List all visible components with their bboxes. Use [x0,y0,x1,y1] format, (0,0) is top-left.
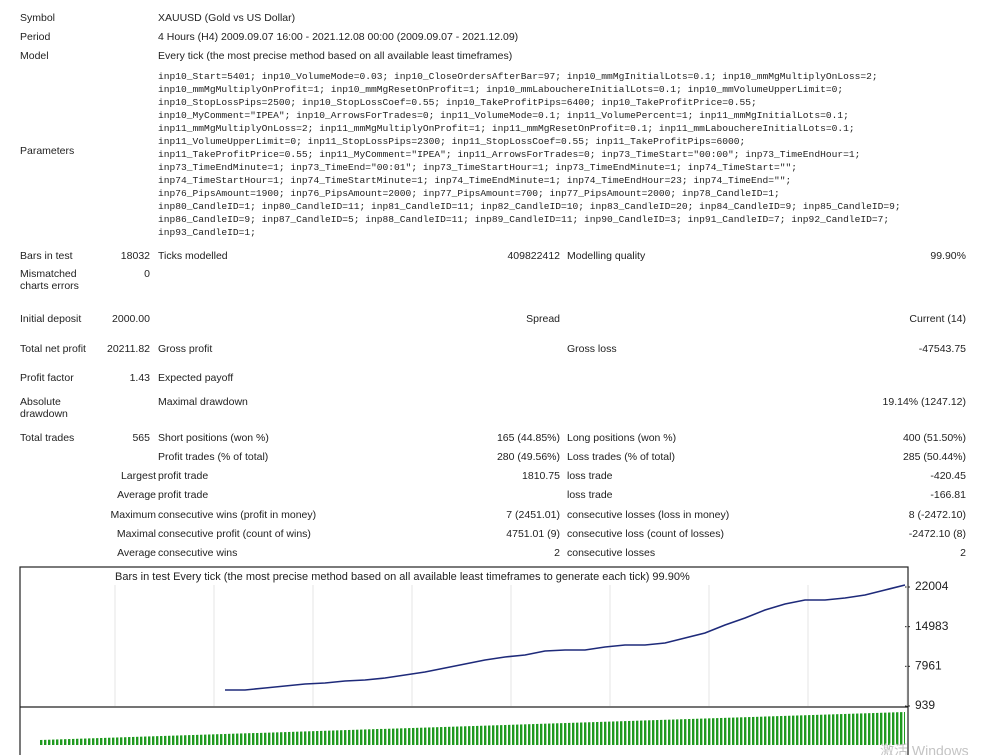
field-label: consecutive profit (count of wins) [158,528,311,540]
field-value: 7 (2451.01) [506,509,560,521]
field-label: Long positions (won %) [567,432,677,444]
field-label: Mismatched charts errors [20,268,79,292]
row-value: XAUUSD (Gold vs US Dollar) [158,12,296,24]
field-label: Short positions (won %) [158,432,269,444]
field-label: consecutive wins (profit in money) [158,509,317,521]
parameter-line: inp10_Start=5401; inp10_VolumeMode=0.03;… [158,71,878,82]
row-label: Model [20,50,49,62]
field-label: consecutive loss (count of losses) [567,528,724,540]
field-label: Total trades [20,432,75,444]
field-value: Spread [526,313,560,325]
field-value: 400 (51.50%) [902,432,966,444]
parameter-line: inp10_StopLossPips=2500; inp10_StopLossC… [158,97,757,108]
field-label: Total net profit [20,343,86,355]
field-label: profit trade [158,470,209,482]
row-value: 4 Hours (H4) 2009.09.07 16:00 - 2021.12.… [158,31,519,43]
field-value: 20211.82 [106,343,150,355]
field-value: 19.14% (1247.12) [882,396,966,408]
y-tick-label: 939 [915,698,935,712]
parameter-line: inp11_VolumeUpperLimit=0; inp11_StopLoss… [158,136,746,147]
parameter-line: inp86_CandleID=9; inp87_CandleID=5; inp8… [158,214,890,225]
row-value: Every tick (the most precise method base… [158,50,513,62]
field-label: Largest [120,470,156,482]
parameters-label: Parameters [20,145,75,157]
field-label: Profit trades (% of total) [158,451,269,463]
row-label: Symbol [20,12,56,24]
field-label: loss trade [567,470,613,482]
field-value: 565 [132,432,150,444]
field-value: 2000.00 [112,313,150,325]
field-value: 409822412 [507,250,560,262]
field-label: Bars in test [20,250,73,262]
field-value: 1.43 [129,372,150,384]
field-label: consecutive losses [567,547,656,559]
parameter-line: inp93_CandleID=1; [158,227,256,238]
parameter-line: inp76_PipsAmount=1900; inp76_PipsAmount=… [158,188,780,199]
field-value: 285 (50.44%) [902,451,966,463]
parameter-line: inp10_mmMgMultiplyOnProfit=1; inp10_mmMg… [158,84,844,95]
graph-caption: Bars in test Every tick (the most precis… [115,571,690,583]
balance-line [225,584,906,691]
parameter-line: inp10_MyComment="IPEA"; inp10_ArrowsForT… [158,110,849,121]
field-value: 18032 [120,250,150,262]
field-label: Initial deposit [20,313,82,325]
field-value: 0 [144,268,150,280]
field-label: profit trade [158,489,209,501]
field-label: Gross loss [567,343,617,355]
field-value: -166.81 [930,489,966,501]
field-value: 99.90% [930,250,966,262]
field-label: Profit factor [20,372,74,384]
field-value: -420.45 [930,470,966,482]
field-label: consecutive wins [158,547,238,559]
field-label: Maximal [116,528,156,540]
parameter-line: inp80_CandleID=1; inp80_CandleID=11; inp… [158,201,901,212]
parameter-line: inp74_TimeStartHour=1; inp74_TimeStartMi… [158,175,792,186]
row-label: Period [20,31,51,43]
y-tick-label: 22004 [915,579,949,593]
field-label: consecutive losses (loss in money) [567,509,730,521]
field-label: Loss trades (% of total) [567,451,675,463]
field-value: 1810.75 [522,470,560,482]
field-label: Expected payoff [158,372,234,384]
field-label: Modelling quality [567,250,646,262]
field-value: 4751.01 (9) [506,528,560,540]
y-tick-label: 7961 [915,658,942,672]
parameters: inp10_Start=5401; inp10_VolumeMode=0.03;… [158,70,968,239]
volume-bars [40,712,905,745]
field-label: Gross profit [158,343,213,355]
y-tick-label: 14983 [915,619,949,633]
field-label: Absolute drawdown [20,396,68,420]
field-label: Average [117,547,156,559]
field-value: 8 (-2472.10) [908,509,966,521]
field-label: Maximal drawdown [158,396,248,408]
parameter-line: inp73_TimeEndMinute=1; inp73_TimeEnd="00… [158,162,798,173]
field-value: -47543.75 [918,343,966,355]
watermark: 激活 Windows [880,743,969,755]
parameter-line: inp11_mmMgMultiplyOnLoss=2; inp11_mmMgMu… [158,123,855,134]
field-value: 165 (44.85%) [496,432,560,444]
field-label: Ticks modelled [158,250,228,262]
field-value: -2472.10 (8) [908,528,966,540]
field-value: 2 [960,547,966,559]
field-label: Average [117,489,156,501]
parameter-line: inp11_TakeProfitPrice=0.55; inp11_MyComm… [158,149,861,160]
field-value: Current (14) [909,313,966,325]
field-label: Maximum [110,509,156,521]
field-label: loss trade [567,489,613,501]
field-value: 280 (49.56%) [496,451,560,463]
field-value: 2 [554,547,560,559]
